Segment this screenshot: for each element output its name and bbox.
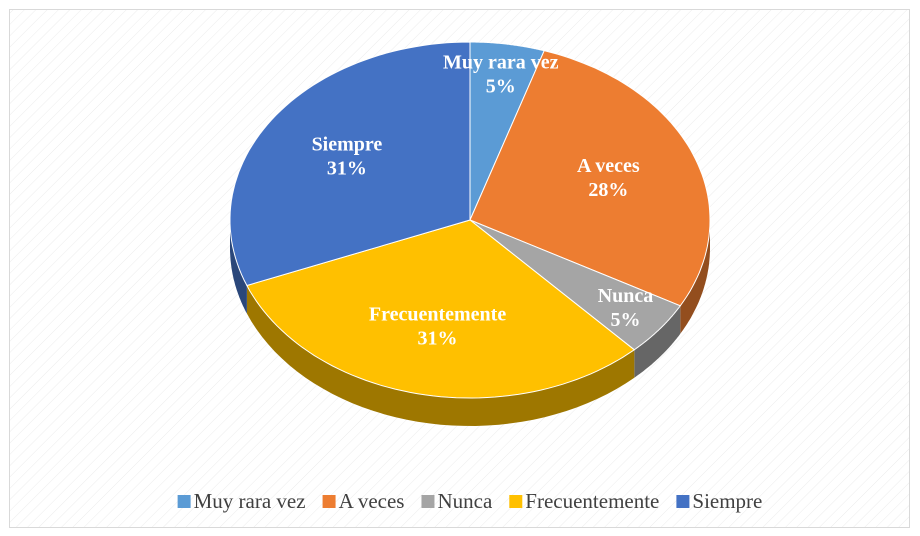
data-label-category: Siempre: [312, 134, 383, 156]
legend-label: Nunca: [437, 489, 492, 513]
legend-swatch: [322, 495, 336, 508]
data-label-value: 5%: [611, 309, 641, 331]
data-label-category: Nunca: [598, 285, 654, 307]
slice: [246, 219, 636, 399]
data-label-category: A veces: [577, 155, 640, 177]
legend-swatch: [676, 495, 690, 508]
slice: [469, 50, 711, 307]
slice-side: [680, 220, 710, 334]
data-label-category: Muy rara vez: [443, 51, 559, 73]
slice: [229, 41, 471, 287]
legend-label: Siempre: [692, 489, 762, 513]
legend-label: Muy rara vez: [194, 489, 306, 513]
slice: [469, 41, 545, 221]
data-label-value: 5%: [486, 75, 516, 97]
legend-swatch: [509, 495, 523, 508]
data-label-category: Frecuentemente: [369, 303, 506, 325]
legend-swatch: [177, 495, 191, 508]
legend-label: A veces: [339, 489, 405, 513]
legend-swatch: [421, 495, 435, 508]
legend-label: Frecuentemente: [525, 489, 659, 513]
data-label-value: 28%: [588, 179, 628, 201]
pie: [229, 41, 711, 426]
slice-side: [230, 220, 247, 314]
slice: [469, 219, 682, 351]
legend: Muy rara vez A veces Nunca Frecuentemente Si…: [177, 489, 762, 513]
data-label-value: 31%: [418, 327, 458, 349]
data-label-value: 31%: [327, 158, 367, 180]
slice-side: [634, 305, 681, 378]
